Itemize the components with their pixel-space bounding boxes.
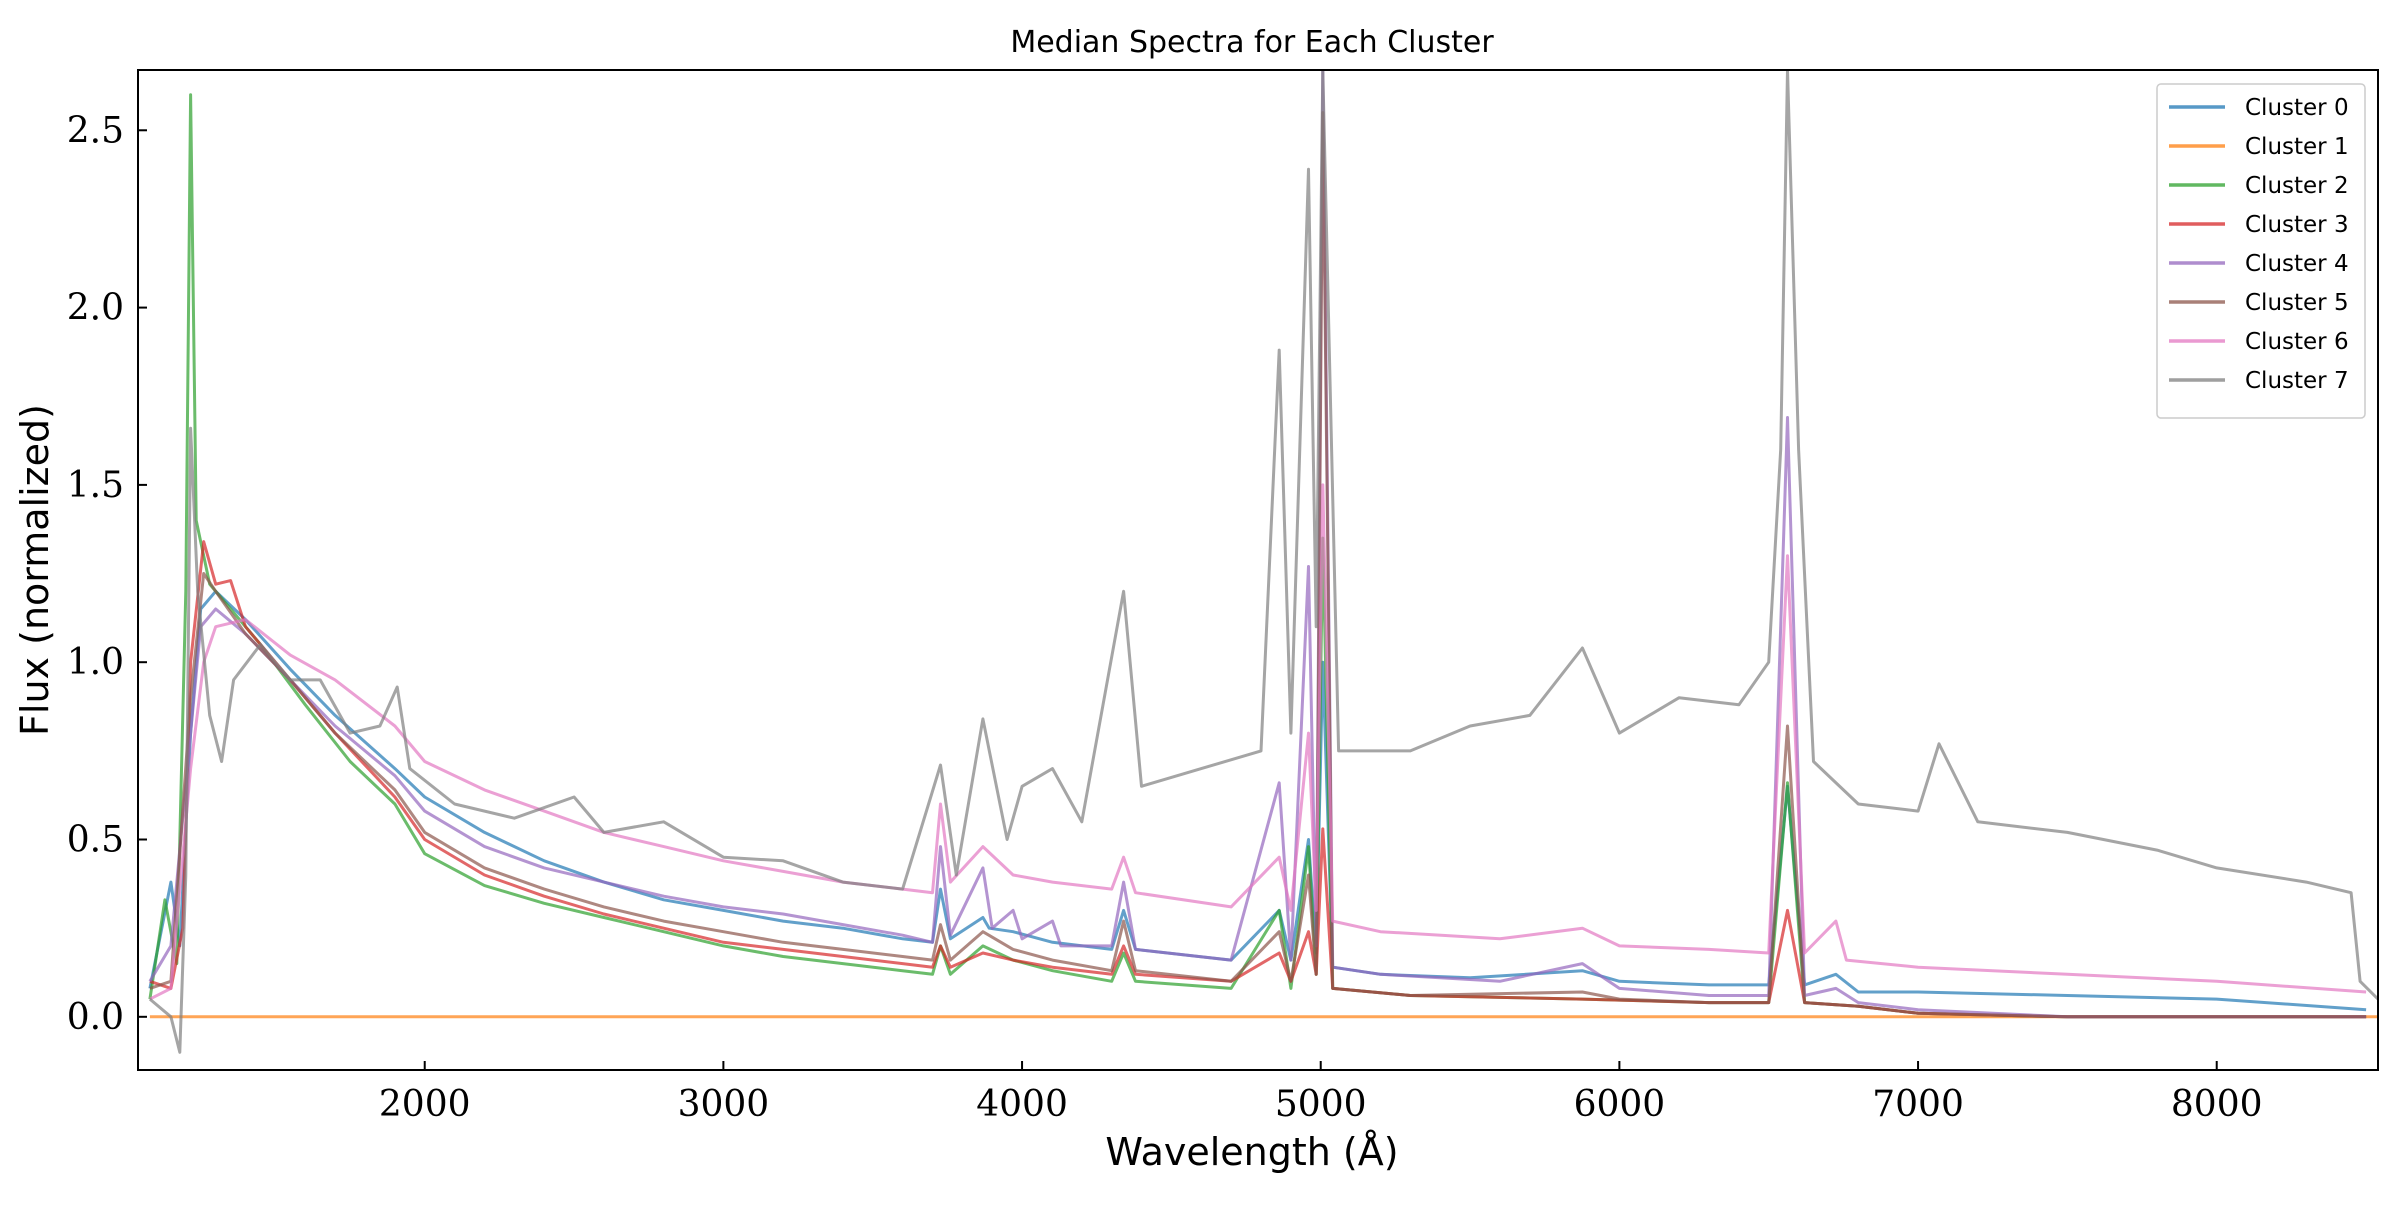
legend-label: Cluster 7 xyxy=(2245,368,2349,394)
legend-label: Cluster 5 xyxy=(2245,290,2349,316)
legend-label: Cluster 3 xyxy=(2245,212,2349,238)
series-line-cluster-7 xyxy=(148,70,2378,1054)
legend-label: Cluster 2 xyxy=(2245,173,2349,199)
y-tick-label: 2.0 xyxy=(67,288,124,329)
series-line-cluster-4 xyxy=(148,70,2367,1019)
x-tick-label: 3000 xyxy=(678,1084,770,1125)
y-tick-label: 0.0 xyxy=(67,997,124,1038)
legend-label: Cluster 4 xyxy=(2245,251,2349,277)
x-tick-label: 7000 xyxy=(1872,1084,1964,1125)
legend-box xyxy=(2156,83,2366,419)
legend: Cluster 0 Cluster 1 Cluster 2 Cluster 3 Clus… xyxy=(2156,83,2366,419)
series-line-cluster-6 xyxy=(149,483,2367,1001)
x-axis-label: Wavelength (Å) xyxy=(1105,1130,1398,1174)
y-tick-label: 1.0 xyxy=(67,642,124,683)
legend-label: Cluster 0 xyxy=(2245,95,2349,121)
x-tick-label: 8000 xyxy=(2171,1084,2263,1125)
x-tick-label: 5000 xyxy=(1275,1084,1367,1125)
plot-area xyxy=(148,70,2378,1054)
x-tick-label: 4000 xyxy=(976,1084,1068,1125)
legend-label: Cluster 6 xyxy=(2245,329,2349,355)
y-tick-label: 0.5 xyxy=(67,820,124,861)
y-tick-label: 2.5 xyxy=(67,110,124,151)
axis-ticks: 2000 3000 4000 5000 6000 7000 8000 0.0 0.5 1.0 1.5… xyxy=(67,110,2263,1125)
plot-frame xyxy=(137,69,2379,1071)
y-tick-label: 1.5 xyxy=(67,465,124,506)
x-tick-label: 2000 xyxy=(379,1084,471,1125)
x-tick-label: 6000 xyxy=(1574,1084,1666,1125)
y-axis-label: Flux (normalized) xyxy=(13,404,57,736)
series-line-cluster-5 xyxy=(149,111,2367,1019)
legend-label: Cluster 1 xyxy=(2245,134,2349,160)
chart-title: Median Spectra for Each Cluster xyxy=(1010,25,1494,60)
